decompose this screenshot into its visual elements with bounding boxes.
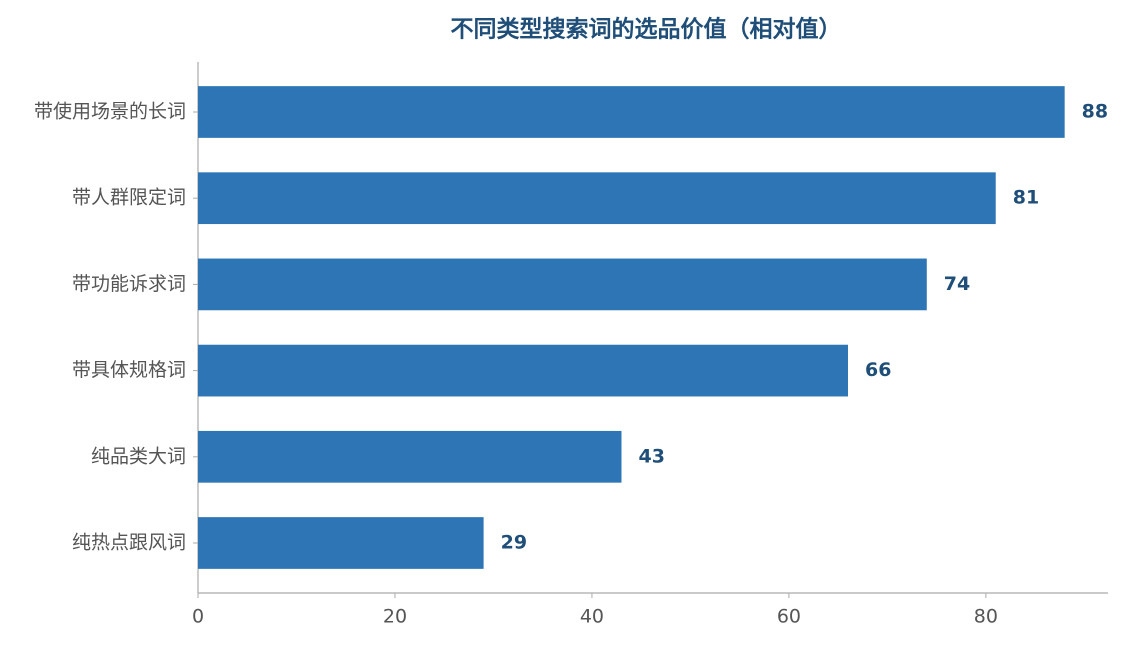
bar <box>198 258 927 311</box>
bar <box>198 86 1065 138</box>
bar <box>198 344 848 397</box>
y-tick-label: 纯品类大词 <box>91 445 186 467</box>
y-tick-label: 纯热点跟风词 <box>72 532 186 554</box>
value-label: 74 <box>944 273 970 295</box>
value-label: 29 <box>501 532 527 554</box>
value-label: 88 <box>1082 100 1108 122</box>
x-tick-label: 40 <box>580 606 604 628</box>
bar <box>198 172 996 225</box>
value-label: 66 <box>865 359 891 381</box>
y-tick-label: 带功能诉求词 <box>72 273 186 295</box>
x-tick-label: 80 <box>974 606 998 628</box>
value-label: 81 <box>1013 187 1039 209</box>
x-tick-label: 60 <box>777 606 801 628</box>
y-tick-label: 带人群限定词 <box>72 187 186 209</box>
bar <box>198 517 484 569</box>
bar <box>198 430 622 483</box>
x-tick-label: 0 <box>192 606 204 628</box>
y-tick-label: 带具体规格词 <box>72 359 186 381</box>
value-label: 43 <box>638 445 664 467</box>
y-tick-label: 带使用场景的长词 <box>34 100 186 122</box>
chart-title: 不同类型搜索词的选品价值（相对值） <box>451 16 842 43</box>
x-tick-label: 20 <box>383 606 407 628</box>
